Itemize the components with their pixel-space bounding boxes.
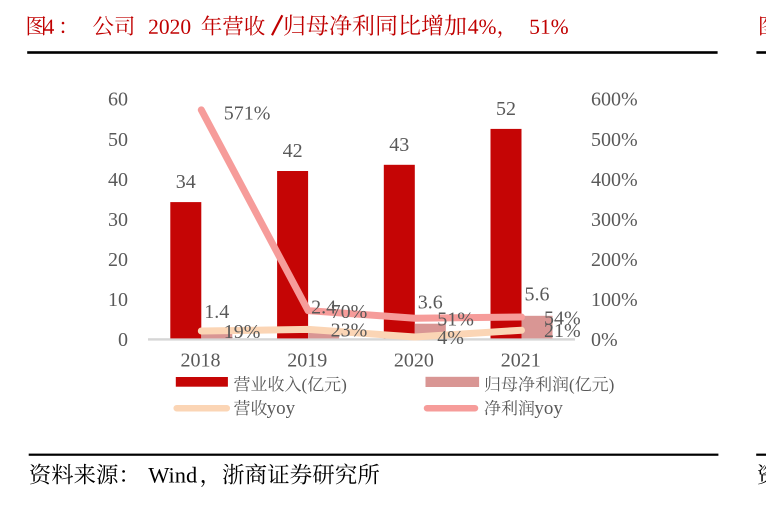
svg-text:20: 20 bbox=[108, 249, 128, 271]
svg-text:2021: 2021 bbox=[501, 350, 541, 372]
svg-text:50: 50 bbox=[108, 129, 128, 151]
svg-text:21%: 21% bbox=[544, 320, 581, 342]
svg-text:52: 52 bbox=[496, 98, 516, 120]
svg-text:500%: 500% bbox=[591, 129, 638, 151]
svg-text:yoy: yoy bbox=[534, 398, 563, 419]
svg-text:5.6: 5.6 bbox=[525, 283, 550, 305]
svg-text:60: 60 bbox=[108, 89, 128, 111]
svg-text:42: 42 bbox=[283, 140, 303, 162]
svg-text:2019: 2019 bbox=[287, 350, 327, 372]
svg-text:yoy: yoy bbox=[267, 398, 296, 419]
svg-text:4%: 4% bbox=[437, 327, 464, 349]
svg-text:43: 43 bbox=[389, 134, 409, 156]
svg-text:23%: 23% bbox=[331, 319, 368, 341]
svg-text:600%: 600% bbox=[591, 89, 638, 111]
svg-text:54%: 54% bbox=[544, 308, 581, 330]
svg-text:100%: 100% bbox=[591, 289, 638, 311]
svg-text:300%: 300% bbox=[591, 209, 638, 231]
svg-text:2.4: 2.4 bbox=[311, 297, 336, 319]
svg-text:0: 0 bbox=[118, 329, 128, 351]
svg-text:3.6: 3.6 bbox=[418, 291, 443, 313]
svg-text:0%: 0% bbox=[591, 329, 618, 351]
svg-text:571%: 571% bbox=[224, 102, 271, 124]
svg-text:70%: 70% bbox=[331, 301, 368, 323]
svg-text:51%: 51% bbox=[437, 309, 474, 331]
svg-text:2018: 2018 bbox=[181, 350, 221, 372]
svg-text:2020: 2020 bbox=[394, 350, 434, 372]
svg-text:1.4: 1.4 bbox=[204, 301, 229, 323]
svg-text:200%: 200% bbox=[591, 249, 638, 271]
svg-text:400%: 400% bbox=[591, 169, 638, 191]
svg-text:34: 34 bbox=[176, 171, 196, 193]
svg-text:Wind: Wind bbox=[148, 463, 197, 488]
svg-text:10: 10 bbox=[108, 289, 128, 311]
svg-text:30: 30 bbox=[108, 209, 128, 231]
svg-text:40: 40 bbox=[108, 169, 128, 191]
svg-text:19%: 19% bbox=[224, 321, 261, 343]
